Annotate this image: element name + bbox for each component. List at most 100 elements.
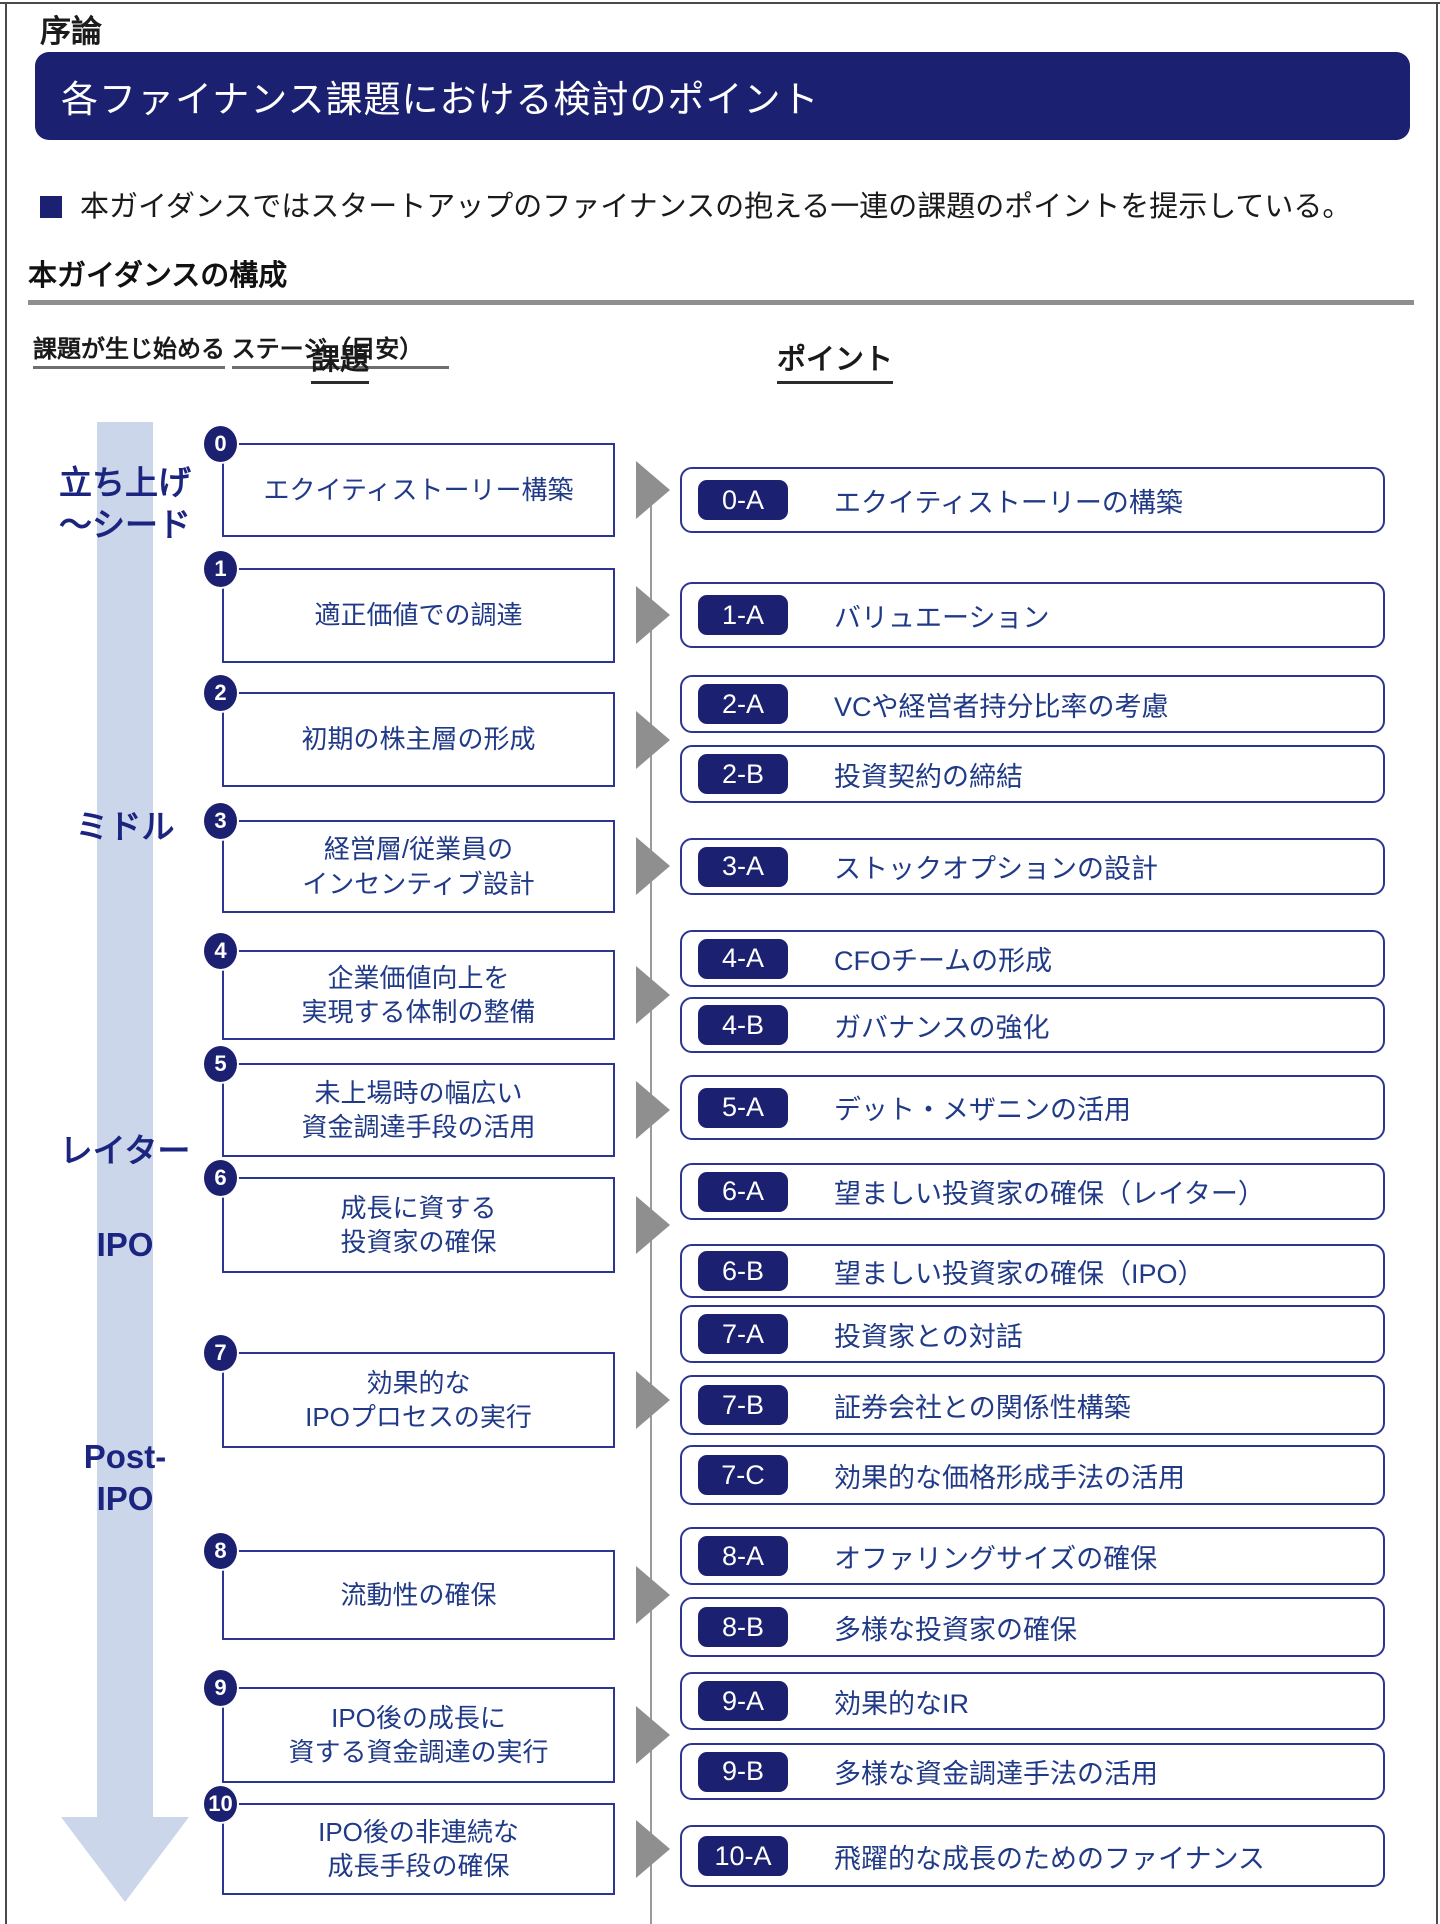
issue-number-badge-3: 3: [204, 803, 237, 839]
point-label: 効果的な価格形成手法の活用: [834, 1462, 1185, 1493]
stage-label-middle: ミドル: [42, 806, 208, 848]
issue-box-1: 適正価値での調達: [222, 568, 615, 663]
issue-label: IPO後の成長に 資する資金調達の実行: [288, 1702, 549, 1767]
issue-number: 5: [214, 1051, 227, 1076]
issue-number-badge-10: 10: [204, 1786, 237, 1822]
point-box-7A: 7-A 投資家との対話: [680, 1305, 1385, 1363]
stage-text: IPO: [96, 1479, 154, 1517]
point-code-badge: 3-A: [698, 846, 788, 887]
stage-timeline-band: [97, 422, 153, 1817]
issue-box-10: IPO後の非連続な 成長手段の確保: [222, 1803, 615, 1895]
page-title: 各ファイナンス課題における検討のポイント: [61, 79, 820, 120]
flow-arrow-icon: [636, 966, 670, 1024]
point-box-5A: 5-A デット・メザニンの活用: [680, 1075, 1385, 1140]
stage-text: Post-: [83, 1438, 167, 1475]
issue-number-badge-9: 9: [204, 1670, 237, 1706]
page-border-left: [5, 2, 7, 1924]
point-code-badge: 4-A: [698, 938, 788, 979]
stage-text: レイター: [59, 1132, 191, 1169]
issue-box-6: 成長に資する 投資家の確保: [222, 1177, 615, 1273]
point-label: 投資契約の締結: [834, 761, 1023, 792]
issue-number-badge-1: 1: [204, 551, 237, 587]
point-label: 飛躍的な成長のためのファイナンス: [834, 1843, 1265, 1874]
point-code-badge: 1-A: [698, 595, 788, 635]
issue-label: 経営層/従業員の インセンティブ設計: [302, 834, 535, 899]
issue-number: 0: [214, 431, 227, 456]
point-label: VCや経営者持分比率の考慮: [834, 691, 1169, 722]
point-box-9B: 9-B 多様な資金調達手法の活用: [680, 1743, 1385, 1800]
issue-label: 成長に資する 投資家の確保: [340, 1192, 497, 1257]
issue-number-badge-8: 8: [204, 1533, 237, 1569]
issue-number: 3: [214, 808, 227, 833]
point-label: 証券会社との関係性構築: [834, 1392, 1131, 1423]
point-label: 望ましい投資家の確保（IPO）: [834, 1258, 1205, 1289]
intro-bullet-text: 本ガイダンスではスタートアップのファイナンスの抱える一連の課題のポイントを提示し…: [80, 191, 1352, 223]
point-box-1A: 1-A バリュエーション: [680, 582, 1385, 648]
flow-arrow-icon: [636, 1196, 670, 1254]
flow-arrow-icon: [636, 586, 670, 644]
flow-arrow-icon: [636, 1566, 670, 1624]
point-label: エクイティストーリーの構築: [834, 487, 1183, 518]
issue-label: エクイティストーリー構築: [263, 474, 574, 505]
point-label: ストックオプションの設計: [834, 854, 1158, 884]
page-border-top: [0, 2, 1440, 4]
flow-arrow-icon: [636, 711, 670, 769]
point-label: オファリングサイズの確保: [834, 1543, 1158, 1574]
point-code-badge: 9-B: [698, 1751, 788, 1792]
stage-label-later: レイター: [42, 1130, 208, 1172]
point-code-badge: 8-B: [698, 1607, 788, 1647]
point-header-text: ポイント: [776, 336, 893, 384]
flow-arrow-icon: [636, 1081, 670, 1139]
issue-box-3: 経営層/従業員の インセンティブ設計: [222, 820, 615, 913]
point-box-10A: 10-A 飛躍的な成長のためのファイナンス: [680, 1825, 1385, 1887]
point-label: 投資家との対話: [834, 1321, 1023, 1352]
issue-box-4: 企業価値向上を 実現する体制の整備: [222, 950, 615, 1040]
page-border-right: [1436, 2, 1438, 1924]
point-label: デット・メザニンの活用: [834, 1095, 1131, 1125]
point-code-badge: 2-B: [698, 754, 788, 794]
issue-number-badge-4: 4: [204, 933, 237, 969]
point-label: 多様な投資家の確保: [834, 1614, 1077, 1645]
issue-header-text: 課題: [310, 336, 369, 384]
stage-label-post-ipo: Post- IPO: [42, 1436, 208, 1520]
stage-header-line1: 課題が生じ始める: [33, 338, 225, 369]
point-code-badge: 4-B: [698, 1005, 788, 1045]
issue-box-0: エクイティストーリー構築: [222, 443, 615, 537]
diagram-section-title: 本ガイダンスの構成: [28, 260, 288, 292]
issue-label: 流動性の確保: [340, 1579, 497, 1610]
stage-text: ミドル: [75, 808, 175, 845]
stage-text: ～シード: [59, 505, 191, 543]
point-box-2A: 2-A VCや経営者持分比率の考慮: [680, 675, 1385, 733]
point-box-7B: 7-B 証券会社との関係性構築: [680, 1375, 1385, 1435]
point-code-badge: 6-B: [698, 1251, 788, 1291]
point-code-badge: 6-A: [698, 1171, 788, 1212]
stage-column-header: 課題が生じ始める ステージ（目安）: [33, 329, 450, 369]
point-box-4A: 4-A CFOチームの形成: [680, 930, 1385, 987]
stage-text: IPO: [96, 1226, 154, 1263]
flow-arrow-icon: [636, 837, 670, 895]
flow-arrow-icon: [636, 1820, 670, 1878]
point-box-6B: 6-B 望ましい投資家の確保（IPO）: [680, 1244, 1385, 1298]
issue-column-header: 課題: [280, 336, 400, 384]
point-code-badge: 2-A: [698, 684, 788, 724]
point-code-badge: 8-A: [698, 1536, 788, 1576]
issue-box-7: 効果的な IPOプロセスの実行: [222, 1352, 615, 1448]
horizontal-rule: [28, 300, 1414, 305]
title-bar: 各ファイナンス課題における検討のポイント: [35, 52, 1410, 140]
point-code-badge: 10-A: [698, 1836, 788, 1876]
issue-box-2: 初期の株主層の形成: [222, 692, 615, 787]
issue-number-badge-7: 7: [204, 1335, 237, 1371]
point-box-3A: 3-A ストックオプションの設計: [680, 838, 1385, 895]
point-code-badge: 0-A: [698, 480, 788, 520]
point-code-badge: 7-B: [698, 1385, 788, 1425]
issue-box-8: 流動性の確保: [222, 1550, 615, 1640]
point-code-badge: 7-C: [698, 1455, 788, 1495]
stage-header-line2: ステージ（目安）: [231, 338, 450, 369]
flow-arrow-icon: [636, 1371, 670, 1429]
issue-number-badge-0: 0: [204, 426, 237, 462]
point-box-8B: 8-B 多様な投資家の確保: [680, 1597, 1385, 1657]
stage-label-seed: 立ち上げ ～シード: [42, 462, 208, 546]
issue-number: 2: [214, 680, 227, 705]
issue-label: 未上場時の幅広い 資金調達手段の活用: [301, 1077, 536, 1142]
